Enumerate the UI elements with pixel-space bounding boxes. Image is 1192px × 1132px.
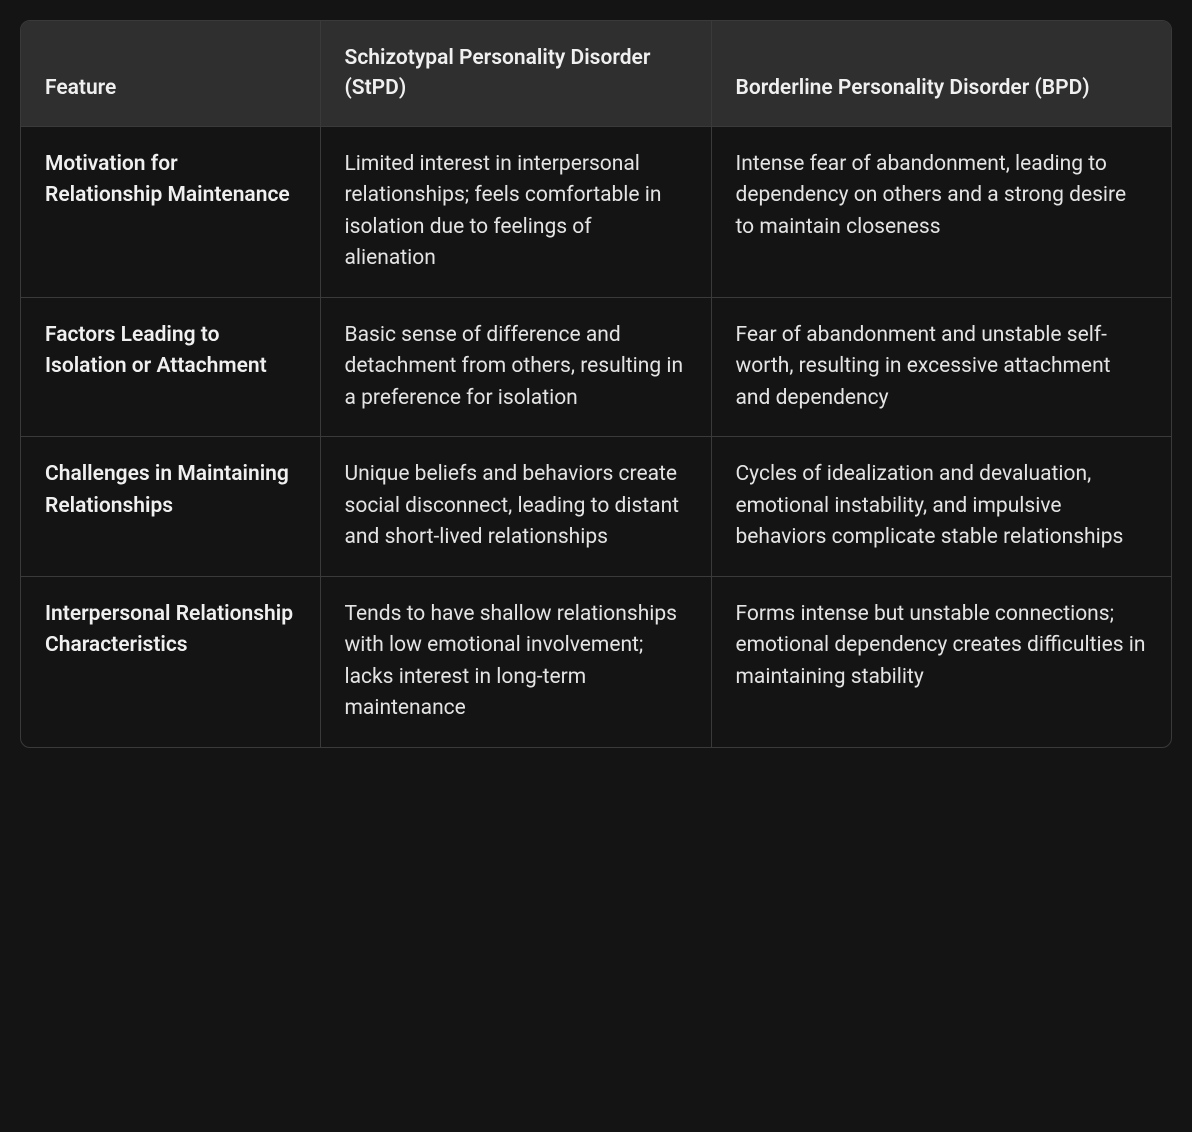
table-body: Motivation for Relationship Maintenance …	[21, 126, 1171, 747]
table-row: Motivation for Relationship Maintenance …	[21, 126, 1171, 297]
feature-cell: Factors Leading to Isolation or Attachme…	[21, 297, 320, 437]
comparison-table: Feature Schizotypal Personality Disorder…	[21, 21, 1171, 747]
header-row: Feature Schizotypal Personality Disorder…	[21, 21, 1171, 126]
comparison-table-wrapper: Feature Schizotypal Personality Disorder…	[20, 20, 1172, 748]
stpd-cell: Limited interest in interpersonal relati…	[320, 126, 711, 297]
header-bpd: Borderline Personality Disorder (BPD)	[711, 21, 1171, 126]
table-row: Challenges in Maintaining Relationships …	[21, 437, 1171, 577]
table-row: Interpersonal Relationship Characteristi…	[21, 576, 1171, 747]
stpd-cell: Basic sense of difference and detachment…	[320, 297, 711, 437]
bpd-cell: Cycles of idealization and devaluation, …	[711, 437, 1171, 577]
feature-cell: Challenges in Maintaining Relationships	[21, 437, 320, 577]
table-header: Feature Schizotypal Personality Disorder…	[21, 21, 1171, 126]
feature-cell: Interpersonal Relationship Characteristi…	[21, 576, 320, 747]
bpd-cell: Intense fear of abandonment, leading to …	[711, 126, 1171, 297]
header-stpd: Schizotypal Personality Disorder (StPD)	[320, 21, 711, 126]
stpd-cell: Unique beliefs and behaviors create soci…	[320, 437, 711, 577]
feature-cell: Motivation for Relationship Maintenance	[21, 126, 320, 297]
bpd-cell: Fear of abandonment and unstable self-wo…	[711, 297, 1171, 437]
table-row: Factors Leading to Isolation or Attachme…	[21, 297, 1171, 437]
header-feature: Feature	[21, 21, 320, 126]
stpd-cell: Tends to have shallow relationships with…	[320, 576, 711, 747]
bpd-cell: Forms intense but unstable connections; …	[711, 576, 1171, 747]
